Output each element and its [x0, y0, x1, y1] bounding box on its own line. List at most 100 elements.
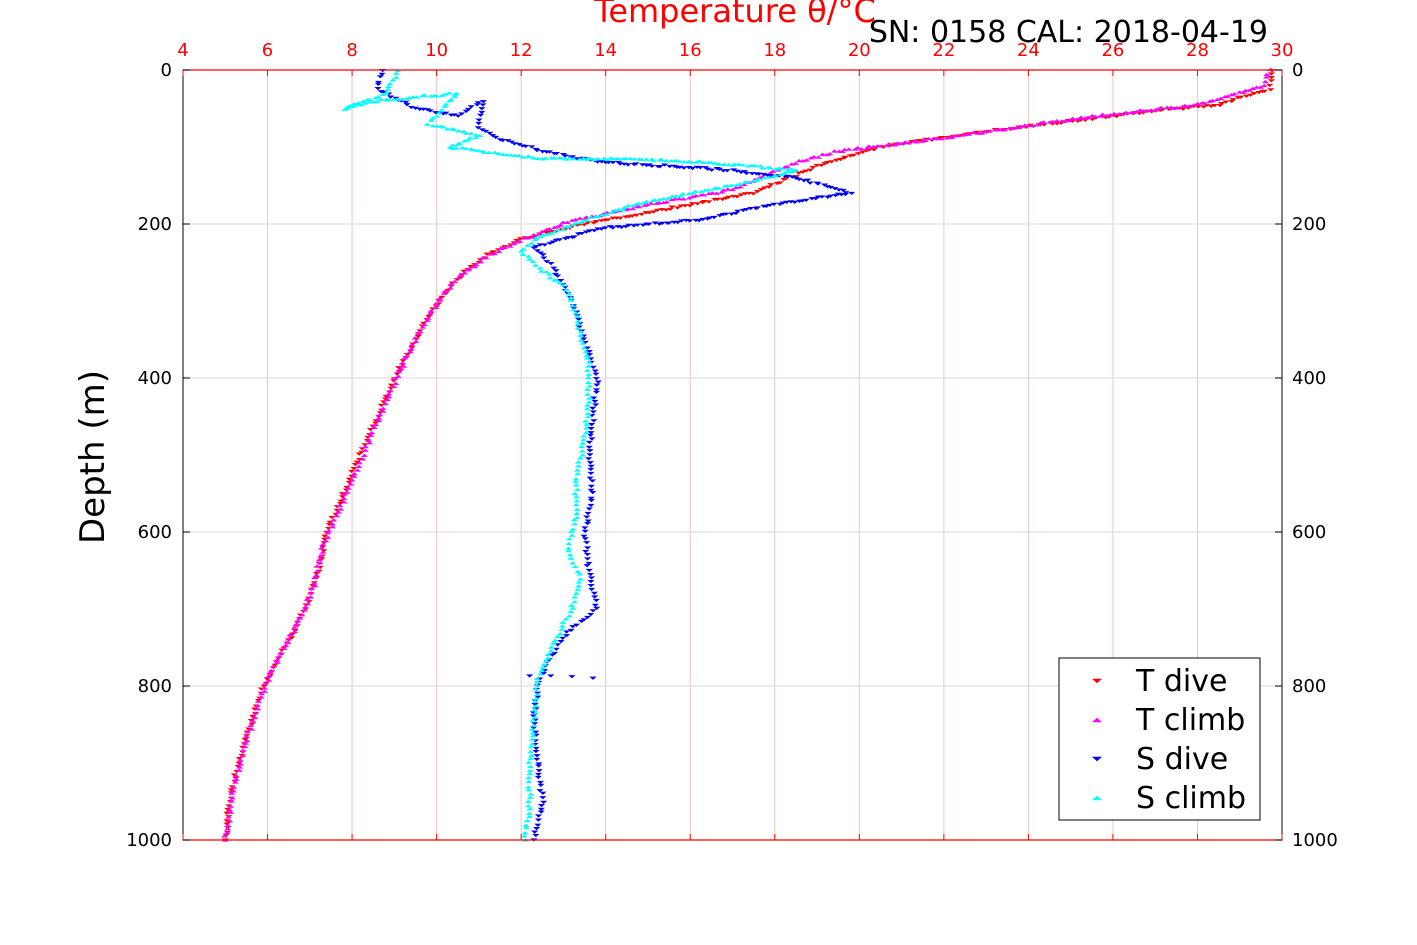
- data-point: [350, 104, 358, 108]
- data-point: [419, 325, 427, 329]
- data-point: [318, 557, 326, 561]
- data-point: [385, 395, 393, 399]
- data-point: [539, 233, 548, 237]
- data-point: [479, 100, 488, 104]
- data-point: [370, 425, 378, 430]
- data-point: [710, 187, 718, 191]
- data-point: [273, 660, 282, 664]
- data-point: [507, 153, 515, 157]
- data-point: [1021, 123, 1029, 127]
- data-point: [863, 146, 871, 150]
- data-point: [536, 780, 545, 785]
- data-point: [540, 256, 548, 260]
- x-tick-label: 24: [1017, 40, 1040, 61]
- data-point: [1073, 117, 1081, 121]
- data-point: [614, 156, 622, 160]
- data-point: [578, 449, 587, 453]
- data-point: [692, 218, 700, 223]
- data-point: [379, 409, 387, 413]
- data-point: [660, 163, 669, 167]
- data-point: [325, 529, 333, 533]
- data-point: [561, 154, 569, 158]
- data-point: [392, 96, 400, 101]
- data-point: [229, 785, 238, 789]
- data-point: [591, 595, 599, 599]
- data-point: [442, 111, 450, 115]
- data-point: [386, 82, 394, 86]
- data-point: [585, 457, 593, 461]
- data-point: [699, 160, 708, 164]
- data-point: [562, 157, 570, 161]
- data-point: [235, 768, 243, 772]
- data-point: [441, 92, 449, 96]
- data-point: [529, 259, 537, 263]
- data-point: [602, 212, 610, 216]
- data-point: [586, 572, 595, 577]
- data-point: [526, 674, 534, 678]
- data-point: [223, 819, 231, 823]
- data-point: [791, 161, 800, 165]
- data-point: [385, 392, 393, 396]
- data-point: [715, 167, 723, 172]
- data-point: [519, 252, 527, 256]
- data-point: [294, 619, 302, 623]
- data-point: [580, 337, 588, 341]
- data-point: [598, 213, 606, 217]
- data-point: [254, 707, 262, 711]
- data-point: [303, 597, 311, 601]
- data-point: [587, 427, 595, 431]
- data-point: [747, 207, 755, 211]
- data-point: [546, 275, 554, 280]
- data-point: [494, 151, 502, 156]
- data-point: [375, 418, 383, 423]
- data-point: [569, 606, 577, 610]
- data-point: [226, 804, 235, 808]
- data-point: [583, 368, 592, 372]
- data-point: [565, 292, 573, 296]
- data-point: [550, 266, 558, 270]
- data-point: [535, 762, 543, 766]
- data-point: [532, 730, 540, 734]
- data-point: [226, 819, 234, 823]
- data-point: [521, 831, 529, 835]
- data-point: [412, 339, 420, 344]
- data-point: [224, 827, 232, 831]
- data-point: [568, 675, 576, 679]
- data-point: [1222, 100, 1230, 104]
- data-point: [930, 136, 938, 140]
- data-point: [1005, 126, 1013, 130]
- data-point: [857, 147, 866, 151]
- data-point: [525, 814, 533, 819]
- data-point: [444, 288, 452, 292]
- data-point: [462, 146, 470, 150]
- data-point: [405, 96, 413, 100]
- data-point: [1062, 119, 1070, 123]
- data-point: [571, 564, 579, 569]
- data-point: [241, 745, 249, 749]
- data-point: [578, 444, 586, 449]
- data-point: [557, 640, 565, 644]
- data-point: [711, 161, 719, 165]
- data-point: [504, 139, 512, 143]
- data-point: [435, 111, 443, 115]
- data-point: [863, 149, 871, 153]
- data-point: [284, 637, 293, 641]
- data-point: [873, 144, 882, 148]
- data-point: [475, 118, 483, 122]
- data-point: [1068, 116, 1077, 120]
- data-point: [367, 433, 375, 437]
- data-point: [441, 104, 449, 108]
- data-point: [536, 266, 544, 270]
- data-point: [587, 431, 595, 435]
- data-point: [257, 695, 265, 699]
- data-point: [947, 135, 955, 139]
- data-point: [780, 177, 788, 182]
- data-point: [394, 374, 402, 378]
- data-point: [1249, 86, 1257, 91]
- data-point: [584, 375, 592, 380]
- data-point: [583, 515, 591, 519]
- data-point: [376, 75, 384, 79]
- data-point: [559, 227, 568, 232]
- data-point: [311, 575, 319, 579]
